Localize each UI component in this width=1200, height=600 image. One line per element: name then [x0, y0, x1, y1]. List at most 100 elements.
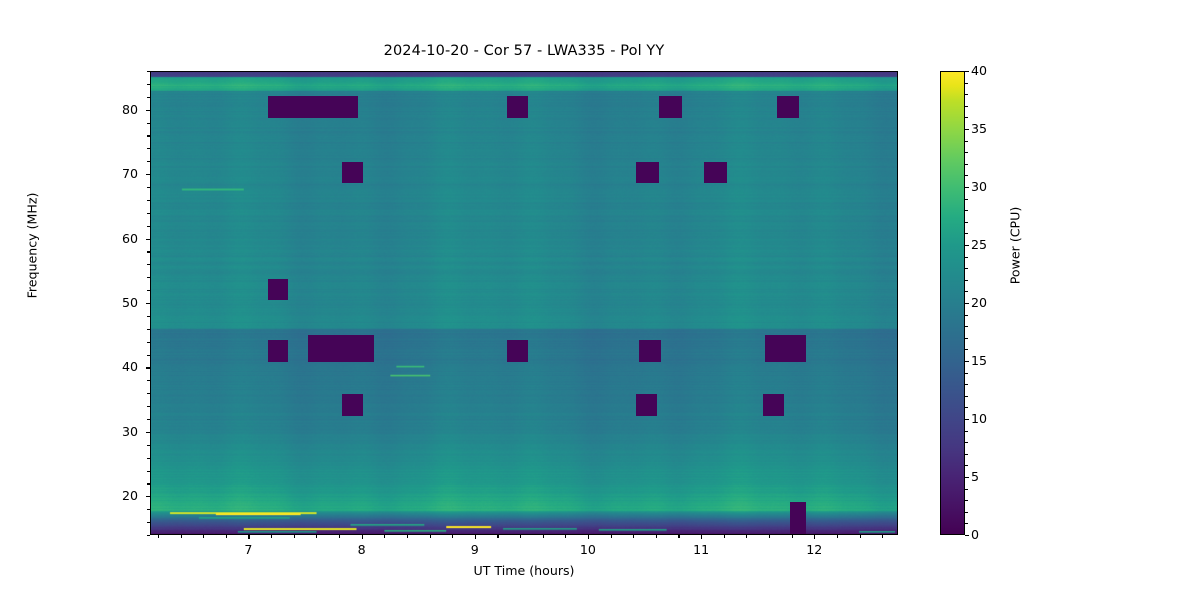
y-tick-major — [146, 174, 150, 176]
y-tick-minor — [147, 315, 150, 317]
colorbar-tick-minor — [965, 291, 968, 293]
colorbar-tick-minor — [965, 82, 968, 84]
y-tick-minor — [147, 406, 150, 408]
x-tick-minor — [655, 535, 657, 538]
y-tick-minor — [147, 457, 150, 459]
flagged-block — [267, 278, 288, 301]
y-tick-major — [146, 496, 150, 498]
y-tick-label: 40 — [121, 359, 138, 375]
colorbar-tick-minor — [965, 511, 968, 513]
flagged-block — [507, 340, 528, 362]
y-tick-minor — [147, 187, 150, 189]
x-tick-major — [814, 535, 816, 539]
y-tick-minor — [147, 522, 150, 524]
x-tick-minor — [497, 535, 499, 538]
y-tick-label: 80 — [121, 101, 138, 117]
colorbar-tick-label: 15 — [971, 353, 988, 368]
y-tick-minor — [147, 277, 150, 279]
x-tick-label: 10 — [579, 542, 596, 557]
y-tick-label: 70 — [121, 166, 138, 182]
y-tick-minor — [147, 483, 150, 485]
colorbar-tick — [965, 71, 969, 73]
y-axis-title: Frequency (MHz) — [24, 192, 40, 299]
x-tick-minor — [542, 535, 544, 538]
y-tick-minor — [147, 71, 150, 73]
colorbar-tick-minor — [965, 523, 968, 525]
flagged-block — [342, 161, 363, 183]
y-tick-minor — [147, 419, 150, 421]
flagged-block — [638, 340, 662, 362]
y-tick-label: 60 — [121, 230, 138, 246]
y-tick-major — [146, 303, 150, 305]
colorbar-tick-minor — [965, 140, 968, 142]
x-tick-minor — [565, 535, 567, 538]
x-tick-minor — [678, 535, 680, 538]
x-tick-minor — [225, 535, 227, 538]
y-tick-minor — [147, 148, 150, 150]
colorbar-tick-minor — [965, 268, 968, 270]
colorbar-tick-minor — [965, 465, 968, 467]
colorbar-tick-minor — [965, 500, 968, 502]
x-tick-minor — [271, 535, 273, 538]
flagged-block — [790, 501, 807, 534]
flagged-block — [308, 334, 374, 362]
x-axis-title: UT Time (hours) — [473, 563, 575, 578]
y-tick-minor — [147, 225, 150, 227]
x-tick-minor — [520, 535, 522, 538]
colorbar-tick — [965, 361, 969, 363]
colorbar-tick-label: 5 — [971, 469, 980, 484]
colorbar-tick-minor — [965, 314, 968, 316]
colorbar-tick-minor — [965, 117, 968, 119]
x-tick-label: 9 — [470, 542, 479, 557]
colorbar-tick-minor — [965, 372, 968, 374]
x-tick-minor — [338, 535, 341, 538]
colorbar-tick-minor — [965, 442, 968, 444]
colorbar-tick-minor — [965, 105, 968, 107]
colorbar-tick-label: 40 — [971, 63, 988, 78]
flagged-block — [763, 394, 784, 417]
colorbar-tick-minor — [965, 256, 968, 258]
colorbar-tick-minor — [965, 152, 968, 154]
colorbar-tick-label: 0 — [971, 527, 980, 542]
x-tick-minor — [791, 535, 793, 538]
colorbar-tick-minor — [965, 163, 968, 165]
chart-title: 2024-10-20 - Cor 57 - LWA335 - Pol YY — [383, 43, 665, 59]
y-tick-minor — [147, 161, 150, 163]
x-tick-label: 11 — [693, 542, 710, 557]
flagged-block — [507, 96, 528, 119]
y-tick-major — [146, 367, 150, 369]
y-tick-minor — [147, 535, 150, 537]
x-tick-minor — [452, 535, 454, 538]
colorbar-tick-minor — [965, 94, 968, 96]
colorbar-tick-minor — [965, 279, 968, 281]
y-tick-major — [146, 109, 150, 111]
colorbar-tick-minor — [965, 326, 968, 328]
x-tick-label: 12 — [806, 542, 823, 557]
colorbar-tick-minor — [965, 233, 968, 235]
y-tick-minor — [147, 470, 150, 472]
y-tick-major — [146, 431, 150, 433]
colorbar-tick-minor — [965, 198, 968, 200]
flagged-block — [267, 96, 359, 119]
x-tick-major — [587, 535, 590, 539]
x-tick-minor — [429, 535, 431, 538]
x-tick-major — [701, 535, 703, 539]
x-tick-minor — [180, 535, 182, 538]
x-tick-minor — [882, 535, 884, 538]
flagged-block — [342, 394, 363, 417]
x-tick-minor — [836, 535, 838, 538]
x-tick-major — [474, 535, 476, 539]
colorbar-tick-minor — [965, 395, 968, 397]
colorbar-tick-minor — [965, 175, 968, 177]
x-tick-minor — [157, 535, 159, 538]
colorbar-tick-label: 20 — [971, 295, 988, 310]
colorbar[interactable] — [940, 71, 965, 535]
spectrogram-axes[interactable] — [150, 71, 898, 535]
colorbar-tick-minor — [965, 453, 968, 455]
flagged-block — [267, 340, 288, 362]
colorbar-tick-minor — [965, 430, 968, 432]
colorbar-tick-minor — [965, 384, 968, 386]
y-tick-minor — [147, 199, 150, 201]
x-tick-minor — [406, 535, 408, 538]
x-tick-minor — [203, 535, 205, 538]
